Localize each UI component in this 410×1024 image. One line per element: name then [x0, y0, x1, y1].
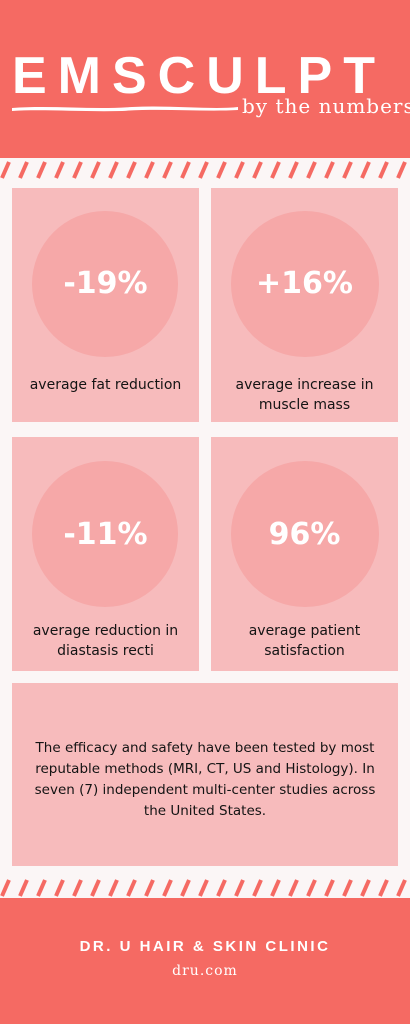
- header-banner: [0, 0, 410, 180]
- stat-value: 96%: [268, 517, 341, 552]
- note-card: [12, 683, 398, 866]
- stat-value: -19%: [63, 266, 148, 301]
- stat-label: average increase in muscle mass: [235, 377, 374, 413]
- brush-underline: [12, 106, 238, 112]
- stat-circle: [231, 461, 379, 607]
- note-text: The efficacy and safety have been tested…: [34, 740, 376, 819]
- stat-label: average patient satisfaction: [248, 623, 361, 659]
- clinic-name: DR. U HAIR & SKIN CLINIC: [79, 938, 331, 955]
- clinic-url[interactable]: dru.com: [172, 963, 238, 979]
- stat-circle: [32, 461, 178, 607]
- stat-value: +16%: [256, 266, 353, 301]
- stat-circle: [32, 211, 178, 357]
- stripe-divider-top: [0, 158, 410, 180]
- footer-banner: [0, 876, 410, 1024]
- page-title: EMSCULPT: [12, 47, 386, 105]
- stat-label: average fat reduction: [29, 377, 182, 393]
- stat-value: -11%: [63, 517, 148, 552]
- stat-label: average reduction in diastasis recti: [32, 623, 179, 659]
- stripe-divider-bottom: [0, 876, 410, 898]
- stat-circle: [231, 211, 379, 357]
- page-subtitle: by the numbers: [242, 94, 410, 118]
